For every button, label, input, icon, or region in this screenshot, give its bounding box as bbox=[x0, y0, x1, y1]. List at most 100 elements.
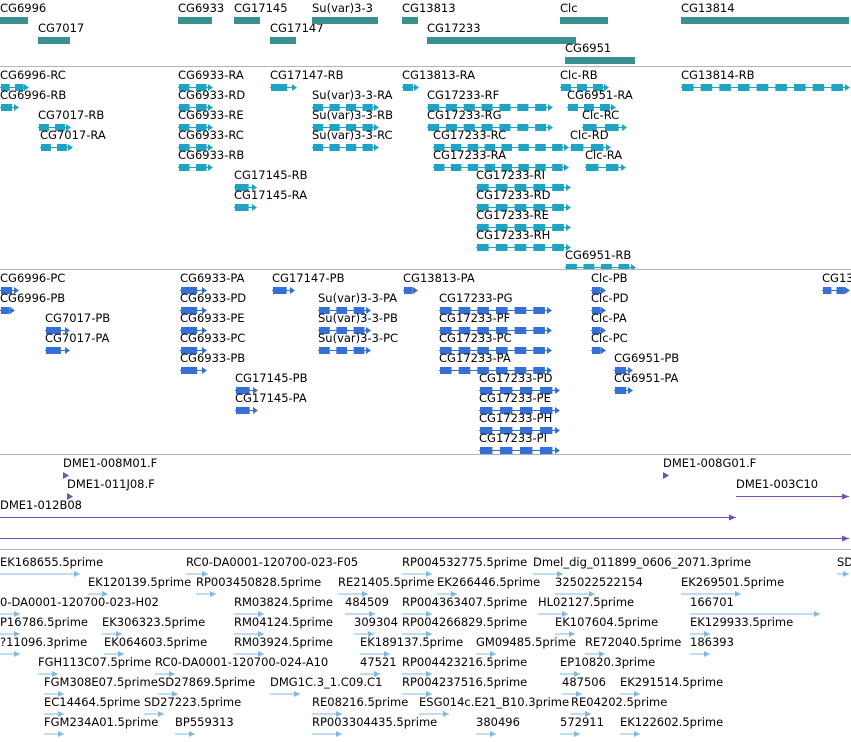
feature-glyph[interactable] bbox=[433, 144, 570, 151]
feature-glyph[interactable] bbox=[180, 287, 208, 294]
feature-glyph[interactable] bbox=[614, 367, 634, 374]
feature-glyph[interactable] bbox=[663, 472, 671, 479]
feature-glyph[interactable] bbox=[178, 164, 214, 171]
feature-glyph[interactable] bbox=[180, 367, 208, 374]
feature-glyph[interactable] bbox=[158, 691, 180, 697]
feature-glyph[interactable] bbox=[681, 591, 743, 597]
feature-glyph[interactable] bbox=[402, 84, 420, 91]
feature-glyph[interactable] bbox=[476, 244, 572, 251]
feature-glyph[interactable] bbox=[571, 711, 593, 717]
feature-glyph[interactable] bbox=[560, 731, 582, 737]
feature-glyph[interactable] bbox=[562, 691, 584, 697]
feature-glyph[interactable] bbox=[403, 287, 419, 294]
feature-glyph[interactable] bbox=[0, 571, 82, 577]
feature-glyph[interactable] bbox=[45, 347, 71, 354]
feature-glyph[interactable] bbox=[234, 611, 266, 617]
feature-glyph[interactable] bbox=[234, 204, 258, 211]
feature-glyph[interactable] bbox=[234, 17, 262, 24]
feature-glyph[interactable] bbox=[312, 124, 380, 131]
feature-glyph[interactable] bbox=[270, 691, 302, 697]
feature-glyph[interactable] bbox=[427, 104, 554, 111]
feature-glyph[interactable] bbox=[476, 204, 572, 211]
feature-glyph[interactable] bbox=[0, 307, 16, 314]
feature-glyph[interactable] bbox=[312, 17, 380, 24]
feature-glyph[interactable] bbox=[565, 57, 637, 64]
feature-glyph[interactable] bbox=[560, 84, 610, 91]
feature-glyph[interactable] bbox=[235, 407, 259, 414]
feature-glyph[interactable] bbox=[345, 611, 377, 617]
feature-glyph[interactable] bbox=[614, 387, 634, 394]
feature-glyph[interactable] bbox=[104, 651, 126, 657]
feature-glyph[interactable] bbox=[354, 631, 376, 637]
feature-glyph[interactable] bbox=[178, 144, 214, 151]
feature-glyph[interactable] bbox=[272, 287, 296, 294]
feature-glyph[interactable] bbox=[312, 144, 380, 151]
feature-glyph[interactable] bbox=[186, 571, 210, 577]
feature-glyph[interactable] bbox=[234, 651, 266, 657]
feature-glyph[interactable] bbox=[570, 144, 612, 151]
feature-glyph[interactable] bbox=[38, 671, 60, 677]
feature-glyph[interactable] bbox=[822, 287, 851, 294]
feature-glyph[interactable] bbox=[591, 287, 607, 294]
feature-glyph[interactable] bbox=[439, 347, 553, 354]
feature-glyph[interactable] bbox=[479, 447, 561, 454]
feature-glyph[interactable] bbox=[44, 711, 66, 717]
feature-glyph[interactable] bbox=[439, 327, 553, 334]
feature-glyph[interactable] bbox=[180, 347, 208, 354]
feature-glyph[interactable] bbox=[45, 327, 71, 334]
feature-glyph[interactable] bbox=[0, 104, 20, 111]
feature-glyph[interactable] bbox=[178, 104, 214, 111]
feature-glyph[interactable] bbox=[690, 631, 712, 637]
feature-glyph[interactable] bbox=[144, 711, 166, 717]
feature-glyph[interactable] bbox=[67, 493, 75, 500]
feature-glyph[interactable] bbox=[0, 17, 30, 24]
feature-glyph[interactable] bbox=[402, 631, 434, 637]
feature-glyph[interactable] bbox=[736, 493, 851, 500]
feature-glyph[interactable] bbox=[437, 591, 459, 597]
feature-glyph[interactable] bbox=[63, 472, 71, 479]
feature-glyph[interactable] bbox=[427, 124, 554, 131]
feature-glyph[interactable] bbox=[402, 571, 434, 577]
feature-glyph[interactable] bbox=[88, 591, 110, 597]
feature-glyph[interactable] bbox=[360, 651, 392, 657]
feature-glyph[interactable] bbox=[591, 307, 607, 314]
feature-glyph[interactable] bbox=[476, 651, 498, 657]
feature-glyph[interactable] bbox=[175, 731, 197, 737]
feature-glyph[interactable] bbox=[402, 671, 434, 677]
feature-glyph[interactable] bbox=[479, 427, 561, 434]
feature-glyph[interactable] bbox=[681, 17, 851, 24]
feature-glyph[interactable] bbox=[180, 307, 208, 314]
feature-glyph[interactable] bbox=[44, 731, 66, 737]
feature-glyph[interactable] bbox=[591, 347, 607, 354]
feature-glyph[interactable] bbox=[560, 671, 582, 677]
feature-glyph[interactable] bbox=[476, 224, 572, 231]
feature-glyph[interactable] bbox=[38, 37, 72, 44]
feature-glyph[interactable] bbox=[312, 104, 380, 111]
feature-glyph[interactable] bbox=[620, 691, 642, 697]
feature-glyph[interactable] bbox=[479, 407, 561, 414]
feature-glyph[interactable] bbox=[318, 327, 372, 334]
feature-glyph[interactable] bbox=[312, 731, 344, 737]
feature-glyph[interactable] bbox=[196, 591, 218, 597]
feature-glyph[interactable] bbox=[270, 37, 298, 44]
feature-glyph[interactable] bbox=[0, 535, 851, 542]
feature-glyph[interactable] bbox=[479, 387, 561, 394]
feature-glyph[interactable] bbox=[235, 387, 259, 394]
feature-glyph[interactable] bbox=[582, 124, 628, 131]
feature-glyph[interactable] bbox=[555, 591, 597, 597]
feature-glyph[interactable] bbox=[439, 367, 553, 374]
feature-glyph[interactable] bbox=[585, 651, 607, 657]
feature-glyph[interactable] bbox=[555, 631, 577, 637]
feature-glyph[interactable] bbox=[476, 184, 572, 191]
feature-glyph[interactable] bbox=[270, 84, 298, 91]
feature-glyph[interactable] bbox=[0, 631, 22, 637]
feature-glyph[interactable] bbox=[318, 307, 372, 314]
feature-glyph[interactable] bbox=[40, 144, 74, 151]
feature-glyph[interactable] bbox=[427, 37, 578, 44]
feature-glyph[interactable] bbox=[0, 514, 738, 521]
feature-glyph[interactable] bbox=[402, 17, 420, 24]
feature-glyph[interactable] bbox=[178, 124, 214, 131]
feature-glyph[interactable] bbox=[690, 611, 822, 617]
feature-glyph[interactable] bbox=[476, 731, 498, 737]
feature-glyph[interactable] bbox=[419, 711, 451, 717]
